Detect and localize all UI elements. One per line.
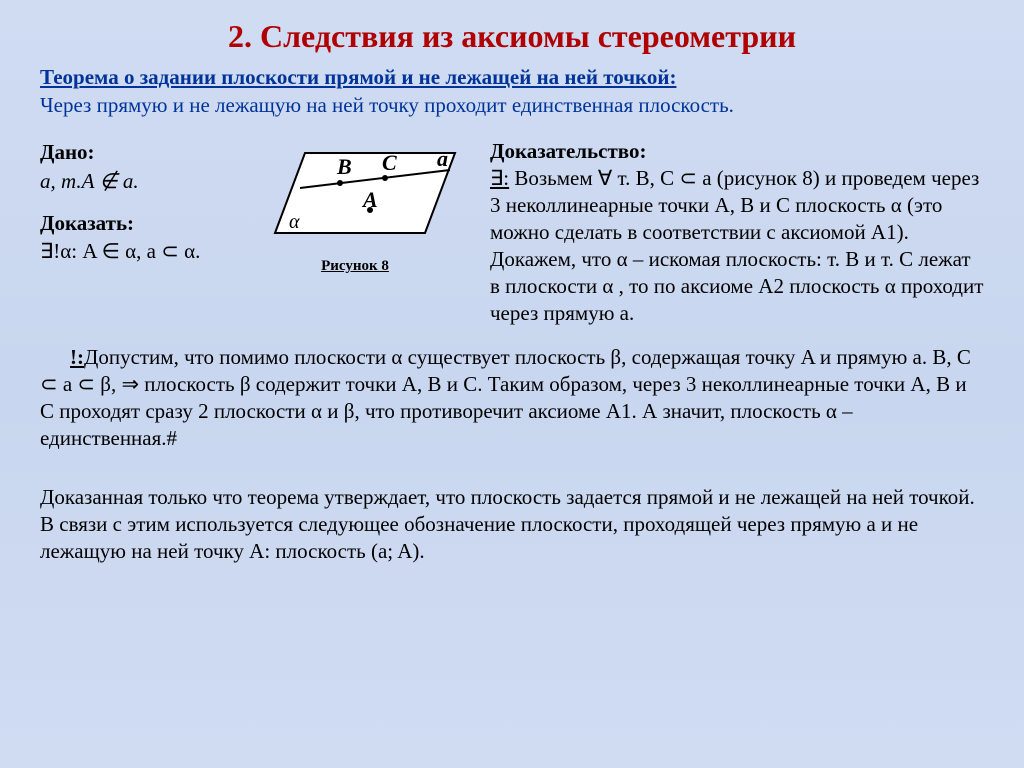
exists-symbol: ∃: (490, 166, 509, 190)
given-text: a, т.A ∉ a. (40, 167, 220, 195)
given-prove-block: Дано: a, т.A ∉ a. Доказать: ∃!α: A ∈ α, … (40, 138, 220, 265)
fig-label-C: C (382, 150, 397, 175)
figure-block: B C a A α Рисунок 8 (240, 138, 470, 275)
fig-label-A: A (361, 187, 378, 212)
prove-text: ∃!α: A ∈ α, a ⊂ α. (40, 237, 220, 265)
unique-text: Допустим, что помимо плоскости α существ… (40, 345, 971, 450)
fig-label-B: B (336, 154, 352, 179)
fig-label-alpha: α (289, 211, 300, 233)
given-label: Дано: (40, 138, 220, 166)
theorem-name: Теорема о задании плоскости прямой и не … (40, 65, 984, 90)
prove-label: Доказать: (40, 209, 220, 237)
figure-svg: B C a A α (245, 138, 465, 248)
exists-text: Возьмем ∀ т. B, C ⊂ a (рисунок 8) и пров… (490, 166, 983, 324)
fig-label-a: a (437, 146, 448, 171)
unique-symbol: !: (70, 345, 84, 369)
conclusion-text: Доказанная только что теорема утверждает… (40, 484, 984, 565)
proof-unique-block: !:Допустим, что помимо плоскости α сущес… (40, 344, 984, 452)
figure-caption: Рисунок 8 (240, 258, 470, 275)
slide-title: 2. Следствия из аксиомы стереометрии (40, 18, 984, 55)
theorem-text: Через прямую и не лежащую на ней точку п… (40, 92, 984, 118)
proof-label: Доказательство: (490, 138, 984, 165)
proof-exists-block: Доказательство: ∃: Возьмем ∀ т. B, C ⊂ a… (490, 138, 984, 326)
